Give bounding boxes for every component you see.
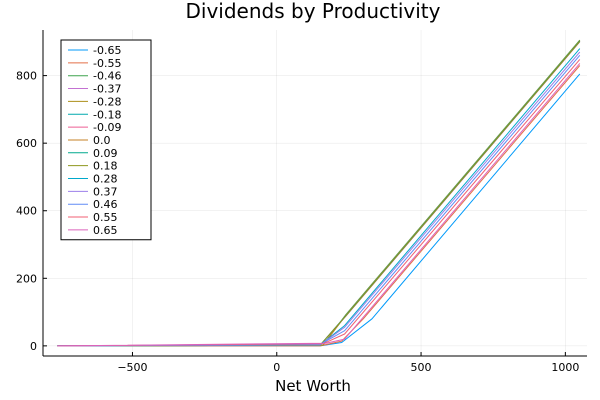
- legend-label: 0.18: [93, 160, 118, 173]
- y-tick-label: 800: [16, 70, 37, 83]
- legend-label: -0.46: [93, 70, 121, 83]
- series-line: [57, 63, 581, 347]
- x-tick-label: 0: [273, 361, 280, 374]
- y-tick-label: 600: [16, 137, 37, 150]
- legend-label: -0.55: [93, 57, 121, 70]
- x-tick-label: −500: [117, 361, 147, 374]
- legend-label: 0.0: [93, 134, 111, 147]
- legend-label: 0.55: [93, 211, 118, 224]
- legend-label: -0.37: [93, 83, 121, 96]
- x-tick-label: 500: [411, 361, 432, 374]
- y-tick-label: 400: [16, 205, 37, 218]
- legend-label: 0.46: [93, 198, 118, 211]
- x-tick-label: 1000: [551, 361, 579, 374]
- legend-label: 0.65: [93, 224, 118, 237]
- plot-series: [57, 39, 581, 347]
- x-axis-label: Net Worth: [275, 377, 351, 395]
- tick-labels: −500 0 500 1000 0 200 400 600 800: [16, 70, 579, 374]
- y-tick-label: 0: [30, 340, 37, 353]
- y-tick-label: 200: [16, 272, 37, 285]
- legend-label: -0.09: [93, 121, 121, 134]
- legend-label: -0.28: [93, 95, 121, 108]
- legend-label: 0.37: [93, 185, 118, 198]
- legend-label: -0.65: [93, 44, 121, 57]
- axes: [42, 30, 587, 357]
- legend-label: 0.28: [93, 173, 118, 186]
- legend: -0.65-0.55-0.46-0.37-0.28-0.18-0.090.00.…: [60, 39, 152, 241]
- legend-label: 0.09: [93, 147, 118, 160]
- legend-label: -0.18: [93, 108, 121, 121]
- chart-title: Dividends by Productivity: [186, 0, 441, 23]
